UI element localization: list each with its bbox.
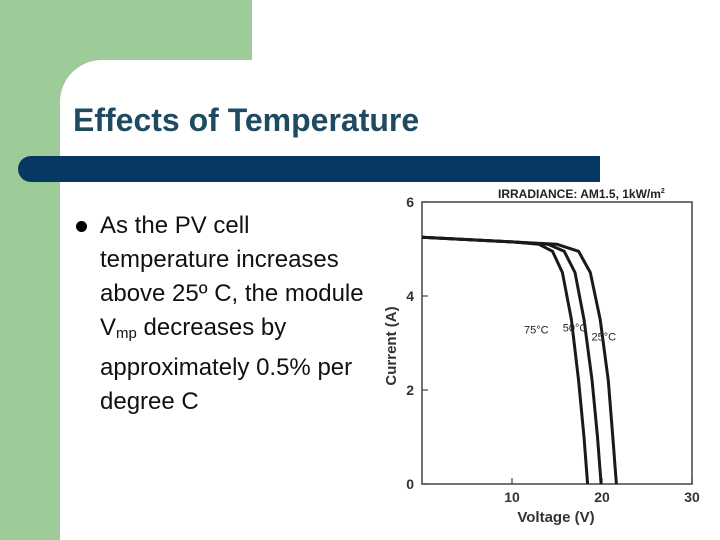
y-tick-label: 4: [406, 288, 414, 304]
x-axis-label: Voltage (V): [517, 509, 594, 526]
slide-panel: [60, 60, 720, 540]
vmp-subscript: mp: [116, 325, 137, 342]
bullet-text-part3: decreases by approximately 0.5% per degr…: [100, 314, 353, 415]
degree-symbol: º: [198, 280, 208, 307]
bullet-text-part2: C, the module V: [100, 280, 364, 341]
series-label: 25°C: [592, 332, 617, 344]
slide-title: Effects of Temperature: [73, 102, 420, 138]
series-line-50c: [421, 235, 603, 485]
x-tick-label: 30: [684, 489, 700, 505]
y-axis-label: Current (A): [383, 306, 400, 385]
series-label: 50°C: [563, 322, 588, 334]
series-line-75c: [421, 235, 590, 485]
y-tick-label: 0: [406, 476, 414, 492]
x-tick-label: 20: [594, 489, 610, 505]
y-tick-label: 2: [406, 382, 414, 398]
bullet-text-part1: As the PV cell temperature increases abo…: [100, 212, 339, 307]
x-tick-label: 10: [504, 489, 520, 505]
bullet-icon: [76, 221, 87, 232]
chart-title-superscript: 2: [661, 188, 665, 195]
title-underline-bar: [18, 156, 600, 182]
y-tick-label: 6: [406, 194, 414, 210]
plot-frame: [421, 201, 693, 485]
series-line-25c: [421, 235, 618, 485]
bullet-text: As the PV cell temperature increases abo…: [100, 209, 370, 419]
chart-title: IRRADIANCE: AM1.5, 1kW/m2: [498, 187, 665, 201]
iv-curve-chart: 0 2 4 6 10 20 30 75°C 50°C 25°C IRRADIANCE: AM1.…: [383, 187, 700, 526]
series-label: 75°C: [524, 325, 549, 337]
